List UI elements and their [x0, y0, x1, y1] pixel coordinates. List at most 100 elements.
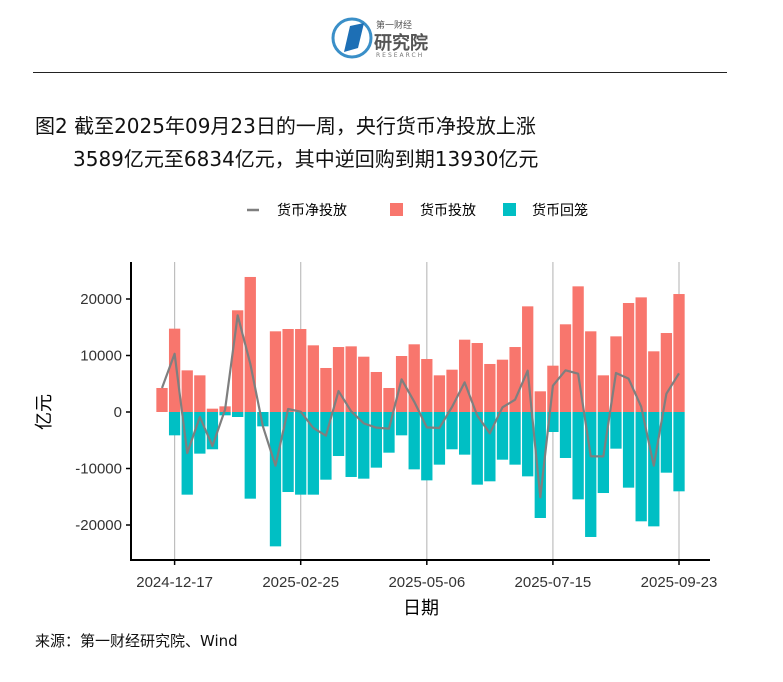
y-tick-label: 10000 — [80, 348, 122, 365]
logo: 第一财经 研究院 RESEARCH — [330, 14, 440, 62]
withdrawal-bar — [383, 412, 395, 453]
x-tick-label: 2025-09-23 — [641, 574, 718, 591]
injection-bar — [232, 310, 244, 412]
withdrawal-bar — [660, 412, 673, 473]
withdrawal-bar — [408, 412, 420, 470]
injection-bar — [282, 329, 294, 412]
withdrawal-bar — [232, 412, 244, 418]
y-tick-label: -10000 — [75, 461, 122, 478]
injection-bar — [168, 328, 181, 412]
injection-bar — [458, 339, 471, 412]
y-tick-label: -20000 — [75, 517, 122, 534]
injection-bar — [585, 331, 597, 412]
legend-injection-swatch — [390, 203, 403, 216]
legend-net-label: 货币净投放 — [277, 202, 347, 218]
withdrawal-bar — [332, 412, 345, 457]
injection-bar — [358, 356, 370, 412]
withdrawal-bar — [673, 412, 685, 492]
injection-bar — [194, 375, 206, 412]
withdrawal-bar — [446, 412, 458, 450]
withdrawal-bar — [219, 412, 231, 416]
withdrawal-bar — [307, 412, 319, 495]
chart-title-line2: 3589亿元至6834亿元，其中逆回购到期13930亿元 — [73, 147, 539, 171]
withdrawal-bar — [421, 412, 433, 481]
withdrawal-bar — [358, 412, 370, 479]
withdrawal-bar — [622, 412, 635, 488]
withdrawal-bar — [585, 412, 597, 537]
withdrawal-bar — [522, 412, 534, 477]
withdrawal-bar — [370, 412, 383, 468]
withdrawal-bar — [572, 412, 584, 500]
injection-bar — [622, 303, 635, 412]
injection-bar — [572, 286, 584, 412]
injection-bar — [597, 375, 609, 412]
withdrawal-bar — [471, 412, 483, 485]
withdrawal-bar — [648, 412, 660, 527]
x-tick-label: 2024-12-17 — [136, 574, 213, 591]
injection-bar — [660, 333, 673, 412]
logo-mark — [331, 17, 373, 59]
injection-bar — [496, 359, 509, 412]
withdrawal-bar — [244, 412, 256, 499]
legend: 货币净投放 货币投放 货币回笼 — [247, 202, 588, 218]
injection-bar — [307, 345, 319, 412]
source-note: 来源：第一财经研究院、Wind — [35, 632, 238, 650]
header-divider — [33, 72, 727, 73]
injection-bar — [244, 276, 256, 412]
injection-bar — [522, 306, 534, 412]
injection-bar — [421, 359, 433, 412]
injection-bar — [269, 331, 282, 412]
y-tick-label: 20000 — [80, 291, 122, 308]
net-injection-line — [160, 314, 680, 499]
injection-bar — [156, 387, 168, 412]
logo-text-main: 研究院 — [374, 33, 428, 54]
injection-bar — [648, 351, 660, 412]
withdrawal-bar — [509, 412, 521, 465]
x-tick-label: 2025-05-06 — [388, 574, 465, 591]
injection-bar — [332, 347, 345, 412]
withdrawal-bar — [345, 412, 357, 477]
injection-bar — [635, 297, 647, 412]
injection-bar — [383, 387, 395, 412]
legend-withdrawal-swatch — [503, 203, 516, 216]
legend-injection-label: 货币投放 — [420, 202, 476, 218]
withdrawal-bar — [458, 412, 471, 455]
withdrawal-bar — [168, 412, 181, 436]
withdrawal-bar — [559, 412, 572, 458]
withdrawal-bar — [484, 412, 496, 482]
injection-bar — [295, 329, 307, 412]
withdrawal-bar — [295, 412, 307, 495]
withdrawal-bar — [496, 412, 509, 460]
withdrawal-bar — [610, 412, 622, 449]
withdrawal-bar — [433, 412, 446, 465]
injection-bar — [370, 371, 383, 412]
injection-bar — [395, 356, 408, 412]
injection-bar — [320, 367, 332, 412]
injection-bar — [673, 294, 685, 412]
withdrawal-bar — [206, 412, 219, 450]
injection-bar — [471, 343, 483, 412]
injection-bar — [206, 408, 219, 412]
chart-title-line1: 图2 截至2025年09月23日的一周，央行货币净投放上涨 — [35, 114, 536, 138]
injection-bar — [534, 391, 546, 412]
withdrawal-bar — [320, 412, 332, 480]
y-axis-title: 亿元 — [34, 394, 54, 430]
y-tick-label: 0 — [114, 404, 122, 421]
withdrawal-bar — [269, 412, 282, 547]
x-tick-label: 2025-02-25 — [262, 574, 339, 591]
withdrawal-bar — [194, 412, 206, 454]
injection-bar — [559, 324, 572, 412]
logo-text-top: 第一财经 — [376, 21, 413, 31]
injection-bar — [446, 369, 458, 412]
injection-bar — [484, 363, 496, 412]
injection-bar — [345, 346, 357, 412]
withdrawal-bar — [395, 412, 408, 436]
withdrawal-bar — [282, 412, 294, 493]
injection-bar — [433, 375, 446, 412]
injection-bar — [509, 347, 521, 412]
x-axis-title: 日期 — [403, 598, 439, 618]
withdrawal-bar — [534, 412, 546, 518]
withdrawal-bar — [547, 412, 559, 433]
injection-bar — [181, 370, 193, 412]
